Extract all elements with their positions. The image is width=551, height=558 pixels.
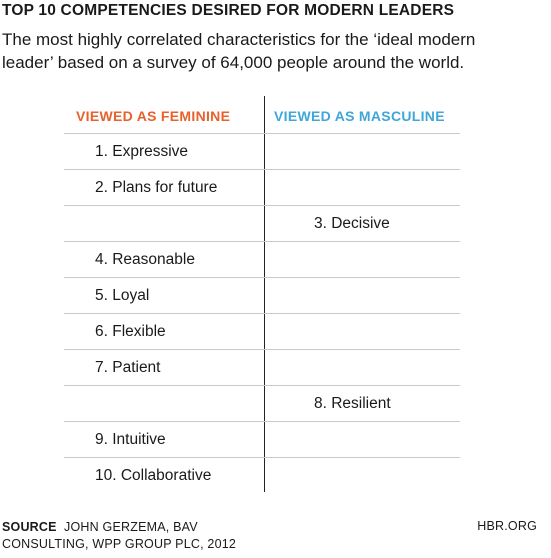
table-row: 6. Flexible xyxy=(64,313,460,349)
table-row: 7. Patient xyxy=(64,349,460,385)
table-row: 9. Intuitive xyxy=(64,421,460,457)
table-row: 10. Collaborative xyxy=(64,457,460,493)
table-row: 1. Expressive xyxy=(64,133,460,169)
subtitle-line-1: The most highly correlated characteristi… xyxy=(2,30,476,49)
table-row: 5. Loyal xyxy=(64,277,460,313)
source-line-1: SOURCE JOHN GERZEMA, BAV xyxy=(2,519,236,536)
feminine-cell: 9. Intuitive xyxy=(95,431,166,448)
header-masculine: VIEWED AS MASCULINE xyxy=(274,108,445,124)
feminine-cell: 10. Collaborative xyxy=(95,467,212,484)
feminine-cell: 1. Expressive xyxy=(95,143,189,160)
table-row: 8. Resilient xyxy=(64,385,460,421)
table-row: 3. Decisive xyxy=(64,205,460,241)
subtitle: The most highly correlated characteristi… xyxy=(2,28,547,74)
source-text-2: CONSULTING, WPP GROUP PLC, 2012 xyxy=(2,537,237,551)
column-divider xyxy=(264,96,265,492)
publisher-site: HBR.ORG xyxy=(477,519,537,533)
masculine-cell: 8. Resilient xyxy=(314,395,391,412)
subtitle-line-2: leader’ based on a survey of 64,000 peop… xyxy=(2,53,465,72)
source-credit: SOURCE JOHN GERZEMA, BAV CONSULTING, WPP… xyxy=(2,519,236,553)
table-row: 2. Plans for future xyxy=(64,169,460,205)
source-label: SOURCE xyxy=(2,520,57,534)
feminine-cell: 5. Loyal xyxy=(95,287,150,304)
competencies-table: VIEWED AS FEMININE VIEWED AS MASCULINE 1… xyxy=(64,96,460,493)
feminine-cell: 7. Patient xyxy=(95,359,161,376)
masculine-cell: 3. Decisive xyxy=(314,215,390,232)
source-text-1: JOHN GERZEMA, BAV xyxy=(64,520,198,534)
feminine-cell: 6. Flexible xyxy=(95,323,166,340)
table-header: VIEWED AS FEMININE VIEWED AS MASCULINE xyxy=(64,96,460,133)
feminine-cell: 4. Reasonable xyxy=(95,251,195,268)
page-title: TOP 10 COMPETENCIES DESIRED FOR MODERN L… xyxy=(2,2,455,19)
feminine-cell: 2. Plans for future xyxy=(95,179,218,196)
table-row: 4. Reasonable xyxy=(64,241,460,277)
header-feminine: VIEWED AS FEMININE xyxy=(76,108,231,124)
